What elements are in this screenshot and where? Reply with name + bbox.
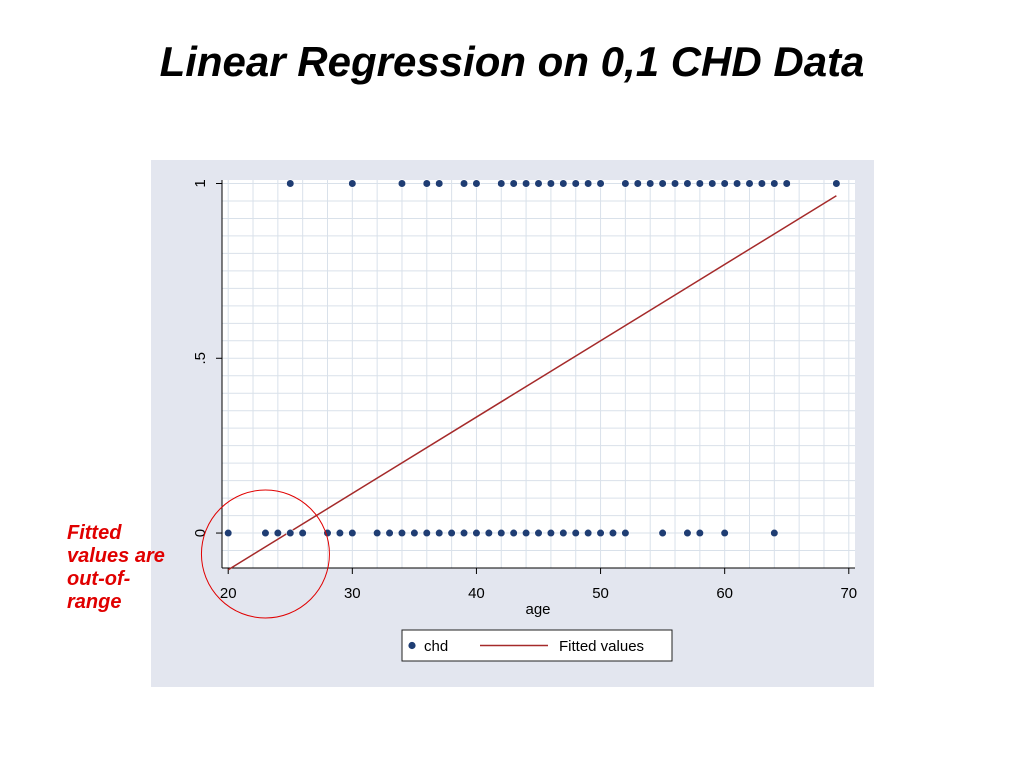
chd-point (273, 528, 282, 538)
chd-point (472, 179, 481, 188)
legend-chd-label: chd (424, 638, 448, 655)
chd-point (770, 528, 779, 538)
chd-point (683, 179, 692, 188)
out-of-range-highlight-circle (200, 489, 330, 619)
chd-point (397, 179, 407, 188)
note-line: range (67, 591, 122, 613)
chd-point (571, 179, 580, 188)
grid-lines (222, 180, 855, 569)
chd-point (348, 528, 357, 538)
chd-point (521, 179, 531, 188)
chd-point (670, 179, 680, 188)
chd-point (335, 528, 345, 538)
chd-point (373, 528, 382, 538)
chd-point (422, 528, 431, 538)
chd-point (720, 528, 729, 538)
chd-point (633, 179, 642, 188)
x-tick-label: 30 (344, 585, 361, 602)
plot-area (222, 180, 855, 568)
chd-point (509, 528, 518, 538)
chd-point (521, 528, 531, 538)
chd-point (770, 179, 779, 188)
x-tick-label: 50 (592, 585, 609, 602)
chd-point (484, 528, 493, 538)
chd-point (472, 528, 481, 538)
x-axis-label: age (525, 601, 550, 618)
legend-fitted-label: Fitted values (559, 638, 644, 655)
chd-point (782, 179, 791, 188)
out-of-range-note: Fitted values are out-of- range (67, 522, 197, 614)
axes (221, 180, 855, 569)
chd-point (720, 179, 729, 188)
chd-point (621, 179, 630, 188)
chd-point (695, 179, 704, 188)
slide-title: Linear Regression on 0,1 CHD Data (159, 38, 865, 85)
chd-point (571, 528, 580, 538)
legend: chd Fitted values (401, 629, 673, 662)
chd-point (397, 528, 407, 538)
chd-point (534, 179, 543, 188)
chd-point (286, 528, 295, 538)
chd-point (757, 179, 767, 188)
chd-point (646, 179, 655, 188)
note-line: Fitted (67, 522, 122, 544)
chd-point (509, 179, 518, 188)
chd-point (658, 179, 667, 188)
chd-point (695, 528, 704, 538)
fitted-values-line (227, 195, 837, 571)
chd-point (534, 528, 543, 538)
chd-points (224, 179, 841, 538)
chd-point (459, 528, 469, 538)
chd-point (732, 179, 742, 188)
chd-point (584, 528, 593, 538)
chd-point (596, 179, 605, 188)
chd-point (385, 528, 394, 538)
chd-point (435, 179, 444, 188)
note-line: values are (67, 545, 165, 567)
chd-point (584, 179, 593, 188)
chd-point (447, 528, 456, 538)
chd-point (410, 528, 419, 538)
chd-point (559, 179, 568, 188)
chd-point (348, 179, 357, 188)
chd-point (745, 179, 754, 188)
chd-point (497, 528, 506, 538)
x-tick-label: 70 (840, 585, 857, 602)
chd-point (658, 528, 667, 538)
chd-point (683, 528, 692, 538)
chd-point (298, 528, 307, 538)
chd-point (422, 179, 431, 188)
chd-point (286, 179, 295, 188)
chd-point (435, 528, 444, 538)
chd-point (832, 179, 841, 188)
x-tick-label: 20 (220, 585, 237, 602)
chd-point (546, 179, 556, 188)
chd-point (459, 179, 469, 188)
y-tick-label: .5 (192, 352, 209, 365)
chd-point (621, 528, 630, 538)
chd-point (261, 528, 270, 538)
note-line: out-of- (67, 568, 131, 590)
chd-point (559, 528, 568, 538)
chd-point (546, 528, 556, 538)
axis-ticks: 20 30 40 50 60 70 0 .5 1 (192, 179, 857, 602)
y-tick-label: 0 (192, 529, 209, 537)
legend-chd-marker (408, 641, 416, 650)
fitted-values-line-layer (227, 195, 837, 571)
chd-point (608, 528, 618, 538)
chd-point (224, 528, 233, 538)
chd-point (708, 179, 717, 188)
x-tick-label: 40 (468, 585, 485, 602)
x-tick-label: 60 (716, 585, 733, 602)
chd-point (497, 179, 506, 188)
chd-point (596, 528, 605, 538)
y-tick-label: 1 (192, 179, 209, 187)
